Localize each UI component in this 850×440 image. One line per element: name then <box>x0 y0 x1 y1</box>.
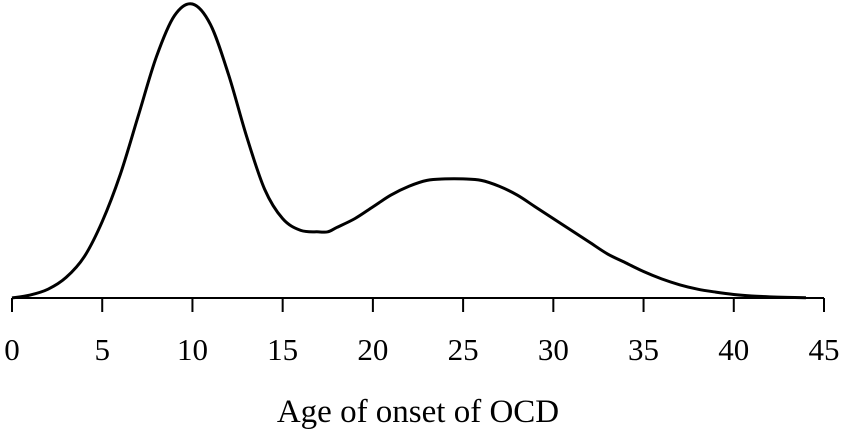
density-curve-0 <box>11 2 806 300</box>
x-tick-label-45: 45 <box>809 332 840 367</box>
x-axis-label: Age of onset of OCD <box>277 394 559 430</box>
x-tick-label-0: 0 <box>4 332 20 367</box>
x-tick-label-25: 25 <box>448 332 479 367</box>
x-tick-label-30: 30 <box>538 332 569 367</box>
plot-group <box>11 2 806 300</box>
x-tick-label-35: 35 <box>628 332 659 367</box>
x-tick-label-10: 10 <box>177 332 208 367</box>
x-axis-ticks <box>11 298 825 312</box>
x-tick-label-15: 15 <box>267 332 298 367</box>
x-axis-tick-labels: 0 5 10 15 20 25 30 35 40 45 <box>4 332 839 367</box>
x-tick-label-20: 20 <box>357 332 388 367</box>
x-tick-label-5: 5 <box>94 332 110 367</box>
x-tick-label-40: 40 <box>718 332 749 367</box>
